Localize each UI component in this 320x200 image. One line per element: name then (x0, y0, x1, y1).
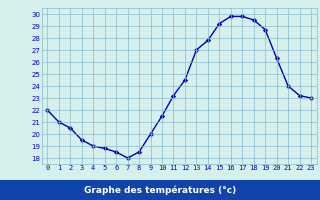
Text: Graphe des températures (°c): Graphe des températures (°c) (84, 185, 236, 195)
